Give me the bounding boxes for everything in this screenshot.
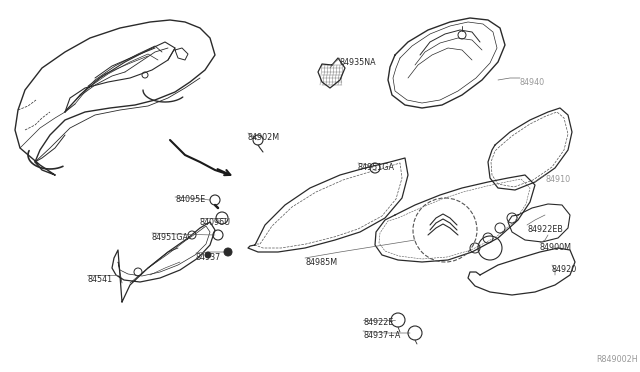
Text: 84935NA: 84935NA [340,58,376,67]
Text: 84937: 84937 [196,253,221,262]
Text: 84900M: 84900M [540,243,572,252]
Text: 84951GA: 84951GA [358,163,395,172]
Text: 84940: 84940 [520,78,545,87]
Text: 84902M: 84902M [248,133,280,142]
Text: 84920: 84920 [552,265,577,274]
Text: 84951GA: 84951GA [152,233,189,242]
Text: 84096U: 84096U [200,218,231,227]
Text: 84922EB: 84922EB [527,225,563,234]
Circle shape [205,252,211,258]
Text: 84910: 84910 [545,175,570,184]
Text: 84922E: 84922E [363,318,394,327]
Text: 84937+A: 84937+A [363,331,401,340]
Text: 84541: 84541 [87,275,112,284]
Circle shape [224,248,232,256]
Text: R849002H: R849002H [596,355,637,364]
Text: 84095E: 84095E [175,195,205,204]
Text: 84985M: 84985M [305,258,337,267]
